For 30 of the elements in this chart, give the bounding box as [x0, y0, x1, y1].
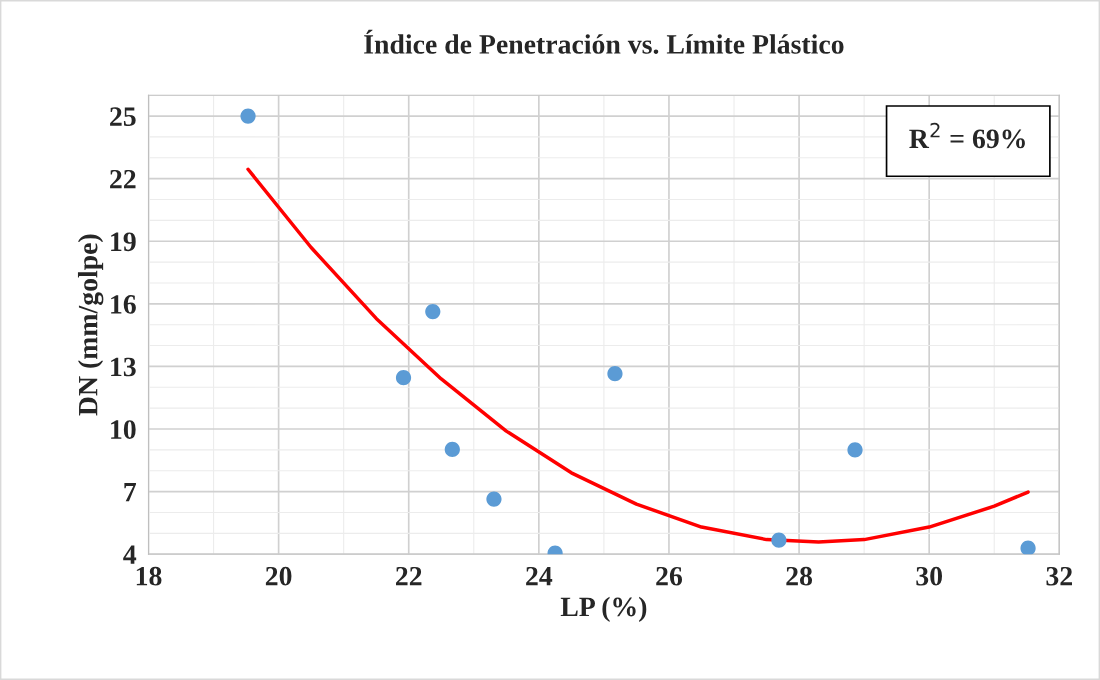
x-tick-label: 28 [786, 566, 813, 586]
chart-title: Índice de Penetración vs. Límite Plástico [364, 29, 844, 54]
x-tick-label: 32 [1046, 566, 1072, 586]
point [771, 532, 787, 548]
point [607, 366, 623, 382]
point [395, 370, 412, 386]
point [486, 491, 502, 507]
y-tick-label: 22 [110, 169, 136, 189]
y-tick-label: 4 [123, 545, 137, 564]
y-tick-label: 10 [111, 420, 136, 439]
point [444, 441, 460, 458]
y-tick-label: 16 [111, 295, 136, 314]
y-tick-label: 13 [111, 357, 136, 377]
line-series [246, 167, 1030, 544]
x-tick-label: 24 [526, 566, 553, 586]
y-axis-title: DN (mm/golpe) [77, 234, 104, 416]
y-tick-label: 19 [111, 232, 136, 252]
x-axis-title: LP (%) [560, 596, 647, 622]
x-tick-label: 20 [265, 566, 292, 586]
x-tick-label: 30 [916, 566, 943, 586]
x-tick-label: 26 [656, 566, 683, 586]
point [425, 303, 441, 320]
y-tick-label: 25 [110, 107, 136, 126]
point [240, 108, 256, 124]
annotation: R$^{2}$ = 69% [909, 122, 1025, 149]
point [1020, 540, 1036, 555]
y-tick-label: 7 [124, 483, 137, 502]
point [847, 442, 863, 458]
x-tick-label: 22 [396, 566, 422, 586]
x-tick-label: 18 [136, 566, 162, 586]
